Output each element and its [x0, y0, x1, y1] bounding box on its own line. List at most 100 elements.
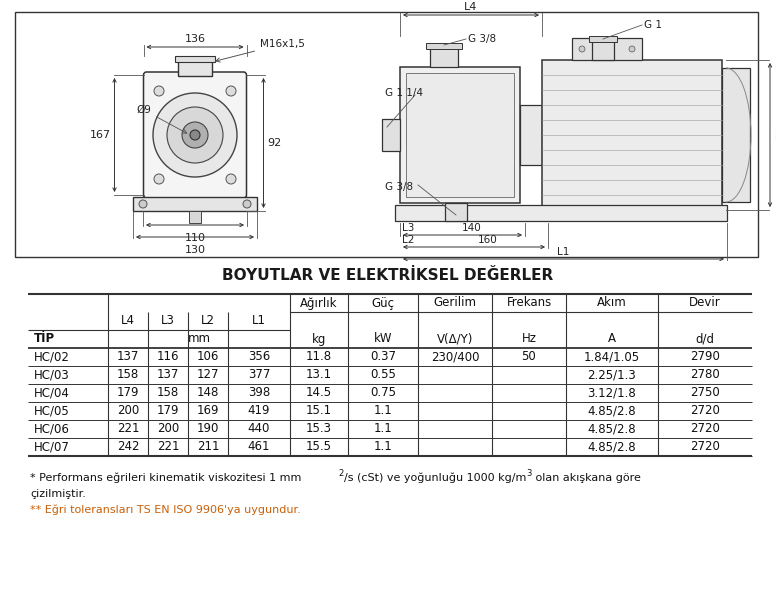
Circle shape: [226, 86, 236, 96]
Text: 160: 160: [478, 235, 498, 245]
Text: 190: 190: [197, 422, 219, 436]
Text: L2: L2: [402, 235, 414, 245]
Text: 140: 140: [462, 223, 482, 233]
Text: 116: 116: [157, 351, 179, 364]
Text: TİP: TİP: [34, 332, 55, 346]
Text: 148: 148: [197, 387, 219, 400]
Text: Hz: Hz: [521, 332, 536, 346]
Text: d/d: d/d: [695, 332, 715, 346]
Text: 377: 377: [248, 368, 270, 381]
Text: L4: L4: [464, 2, 478, 12]
Text: 398: 398: [248, 387, 270, 400]
Text: Güç: Güç: [372, 296, 394, 310]
Text: 137: 137: [117, 351, 139, 364]
Circle shape: [226, 174, 236, 184]
Text: A: A: [608, 332, 616, 346]
Text: kg: kg: [312, 332, 326, 346]
Text: 13.1: 13.1: [306, 368, 332, 381]
Text: 2720: 2720: [690, 405, 720, 417]
Text: L1: L1: [252, 315, 266, 327]
Text: 15.3: 15.3: [306, 422, 332, 436]
Bar: [430, 47, 458, 67]
Text: mm: mm: [188, 332, 210, 346]
FancyBboxPatch shape: [144, 72, 247, 198]
Text: G 1 1/4: G 1 1/4: [385, 88, 423, 98]
Text: 3: 3: [526, 469, 532, 479]
Text: 242: 242: [116, 441, 139, 453]
Text: 4.85/2.8: 4.85/2.8: [587, 405, 636, 417]
Bar: [426, 43, 462, 49]
Text: 419: 419: [248, 405, 270, 417]
Text: 50: 50: [521, 351, 536, 364]
Text: * Performans eğrileri kinematik viskozitesi 1 mm: * Performans eğrileri kinematik viskozit…: [30, 472, 301, 483]
Text: 2720: 2720: [690, 441, 720, 453]
Text: 137: 137: [157, 368, 179, 381]
Text: 1.1: 1.1: [373, 405, 393, 417]
Text: G 3/8: G 3/8: [468, 34, 496, 44]
Text: 15.5: 15.5: [306, 441, 332, 453]
Text: HC/04: HC/04: [34, 387, 70, 400]
Text: 179: 179: [157, 405, 179, 417]
Circle shape: [182, 122, 208, 148]
Text: Akım: Akım: [597, 296, 627, 310]
Text: 1.84/1.05: 1.84/1.05: [584, 351, 640, 364]
Bar: [382, 119, 400, 151]
Circle shape: [154, 174, 164, 184]
Text: 11.8: 11.8: [306, 351, 332, 364]
Text: G 1: G 1: [644, 20, 662, 30]
Circle shape: [243, 200, 251, 208]
Text: 106: 106: [197, 351, 219, 364]
Text: 1.1: 1.1: [373, 441, 393, 453]
Circle shape: [629, 46, 635, 52]
Text: L3: L3: [161, 315, 175, 327]
Circle shape: [579, 46, 585, 52]
Text: 2720: 2720: [690, 422, 720, 436]
Text: /s (cSt) ve yoğunluğu 1000 kg/m: /s (cSt) ve yoğunluğu 1000 kg/m: [344, 472, 526, 483]
Text: Ø9: Ø9: [137, 105, 187, 133]
Bar: [592, 40, 614, 60]
Text: ** Eğri toleransları TS EN ISO 9906'ya uygundur.: ** Eğri toleransları TS EN ISO 9906'ya u…: [30, 505, 301, 515]
Text: 2780: 2780: [690, 368, 720, 381]
Circle shape: [190, 130, 200, 140]
Text: 127: 127: [197, 368, 220, 381]
Bar: [15, 12, 758, 257]
Text: L1: L1: [557, 247, 570, 257]
Bar: [589, 36, 617, 42]
Bar: [175, 56, 215, 62]
Text: 0.37: 0.37: [370, 351, 396, 364]
Text: 169: 169: [197, 405, 220, 417]
Text: 200: 200: [157, 422, 179, 436]
Text: 2: 2: [338, 469, 343, 479]
Text: 356: 356: [248, 351, 270, 364]
Circle shape: [139, 200, 147, 208]
Bar: [542, 60, 722, 210]
Text: HC/02: HC/02: [34, 351, 70, 364]
Text: BOYUTLAR VE ELEKTRİKSEL DEĞERLER: BOYUTLAR VE ELEKTRİKSEL DEĞERLER: [223, 269, 553, 283]
Text: kW: kW: [374, 332, 392, 346]
Text: 4.85/2.8: 4.85/2.8: [587, 422, 636, 436]
Bar: [133, 197, 257, 211]
Bar: [395, 205, 727, 221]
Text: 179: 179: [116, 387, 139, 400]
Text: 130: 130: [185, 245, 206, 255]
Text: 221: 221: [157, 441, 179, 453]
Text: 158: 158: [117, 368, 139, 381]
Text: 110: 110: [185, 233, 206, 243]
Text: 2790: 2790: [690, 351, 720, 364]
Text: 2.25/1.3: 2.25/1.3: [587, 368, 636, 381]
Bar: [520, 105, 542, 165]
Text: 92: 92: [268, 138, 282, 148]
Bar: [189, 211, 201, 223]
Text: 136: 136: [185, 34, 206, 44]
Text: 0.55: 0.55: [370, 368, 396, 381]
Bar: [445, 203, 467, 221]
Bar: [400, 67, 520, 203]
Text: 211: 211: [197, 441, 220, 453]
Text: 221: 221: [116, 422, 139, 436]
Text: 200: 200: [117, 405, 139, 417]
Text: L3: L3: [402, 223, 414, 233]
Text: L2: L2: [201, 315, 215, 327]
Text: 1.1: 1.1: [373, 422, 393, 436]
Text: çizilmiştir.: çizilmiştir.: [30, 489, 86, 499]
Text: Ağırlık: Ağırlık: [300, 296, 338, 310]
